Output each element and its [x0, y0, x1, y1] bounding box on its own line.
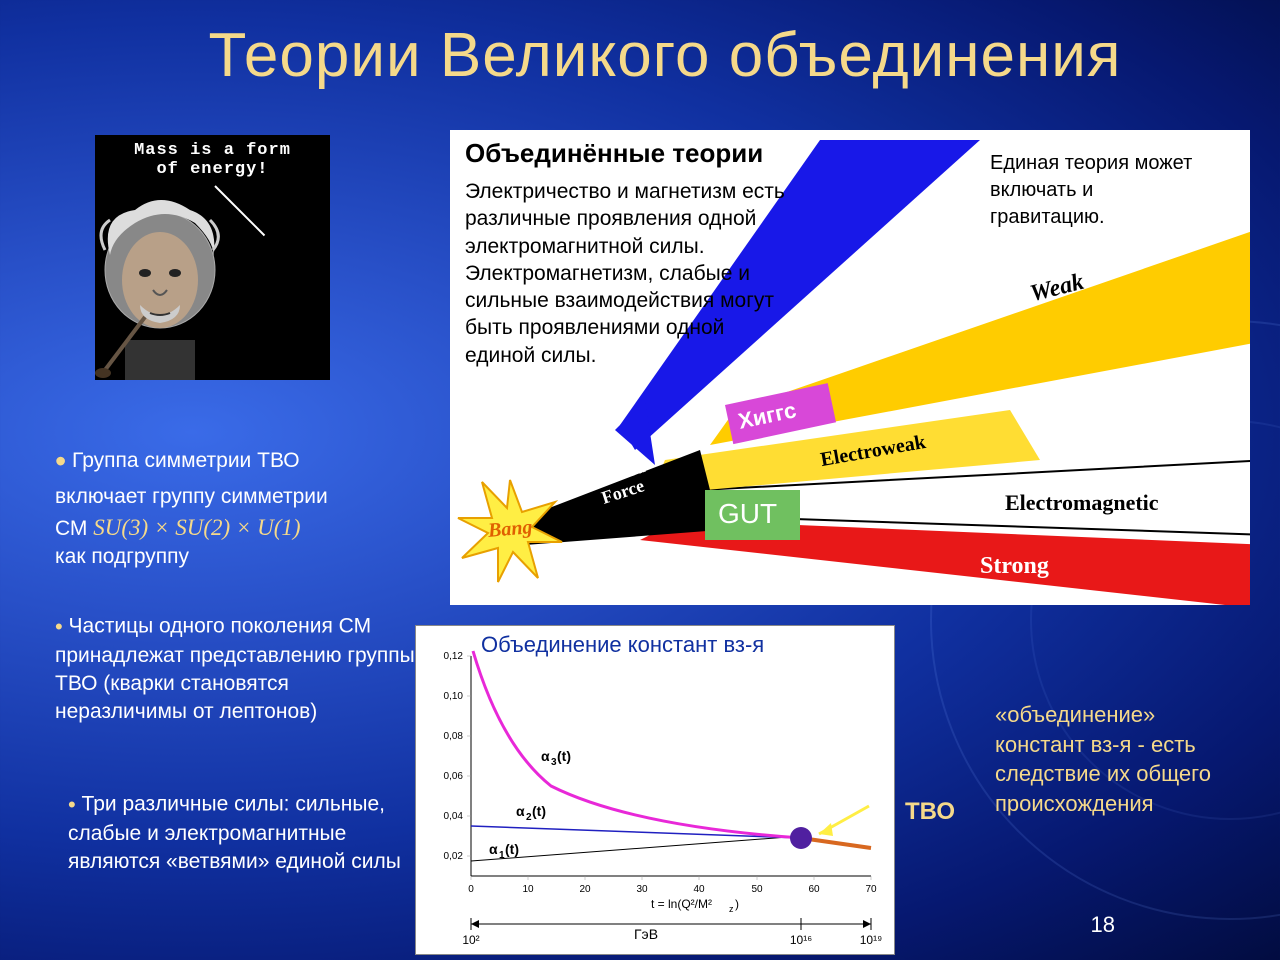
- svg-text:(t): (t): [557, 748, 571, 764]
- svg-text:α: α: [516, 803, 525, 819]
- svg-text:(t): (t): [532, 803, 546, 819]
- bullet-1: • Группа симметрии ТВО включает группу с…: [55, 440, 425, 575]
- forces-title: Объединённые теории: [465, 138, 763, 169]
- forces-diagram: Объединённые теории Электричество и магн…: [450, 130, 1250, 605]
- bullet-3: • Три различные силы: сильные, слабые и …: [68, 790, 408, 880]
- svg-text:20: 20: [579, 884, 591, 895]
- svg-text:10²: 10²: [462, 933, 479, 947]
- bang-label: Bang: [487, 516, 533, 543]
- chart-side-text: «объединение» констант вз-я - есть следс…: [995, 700, 1250, 819]
- electromagnetic-label: Electromagnetic: [1005, 490, 1159, 516]
- slide-title: Теории Великого объединения: [90, 20, 1240, 91]
- coupling-chart: α 3 (t) α 2 (t) α 1 (t) 0 10 20 30 40 50…: [415, 625, 895, 955]
- svg-text:10¹⁶: 10¹⁶: [790, 933, 812, 947]
- svg-text:10: 10: [522, 884, 534, 895]
- svg-text:0,12: 0,12: [444, 651, 464, 662]
- page-number: 18: [1091, 912, 1115, 938]
- svg-text:ГэВ: ГэВ: [634, 926, 658, 942]
- svg-text:40: 40: [693, 884, 705, 895]
- svg-text:α: α: [489, 841, 498, 857]
- gravity-text: Единая теория может включать и гравитаци…: [990, 150, 1210, 231]
- strong-label: Strong: [980, 553, 1049, 580]
- svg-text:0: 0: [468, 884, 474, 895]
- svg-text:0,10: 0,10: [444, 691, 464, 702]
- svg-text:t = ln(Q²/M²: t = ln(Q²/M²: [651, 897, 712, 911]
- svg-text:50: 50: [751, 884, 763, 895]
- gut-label: GUT: [718, 498, 777, 530]
- chart-svg: α 3 (t) α 2 (t) α 1 (t) 0 10 20 30 40 50…: [416, 626, 896, 956]
- svg-text:0,06: 0,06: [444, 771, 464, 782]
- svg-text:30: 30: [636, 884, 648, 895]
- svg-text:70: 70: [865, 884, 877, 895]
- svg-text:): ): [735, 897, 739, 911]
- svg-text:0,02: 0,02: [444, 851, 464, 862]
- svg-text:10¹⁹: 10¹⁹: [860, 933, 882, 947]
- svg-text:α: α: [541, 748, 550, 764]
- einstein-caption: Mass is a form of energy!: [95, 141, 330, 179]
- bullet-2: • Частицы одного поколения СМ принадлежа…: [55, 612, 425, 731]
- einstein-portrait-icon: [95, 195, 235, 380]
- chart-title: Объединение констант вз-я: [481, 632, 764, 658]
- einstein-image: Mass is a form of energy!: [95, 135, 330, 380]
- svg-text:(t): (t): [505, 841, 519, 857]
- svg-text:0,04: 0,04: [444, 811, 464, 822]
- svg-text:60: 60: [808, 884, 820, 895]
- forces-text: Электричество и магнетизм есть различные…: [465, 178, 795, 369]
- svg-text:z: z: [729, 904, 734, 914]
- svg-text:0,08: 0,08: [444, 731, 464, 742]
- tvo-label: ТВО: [905, 798, 955, 826]
